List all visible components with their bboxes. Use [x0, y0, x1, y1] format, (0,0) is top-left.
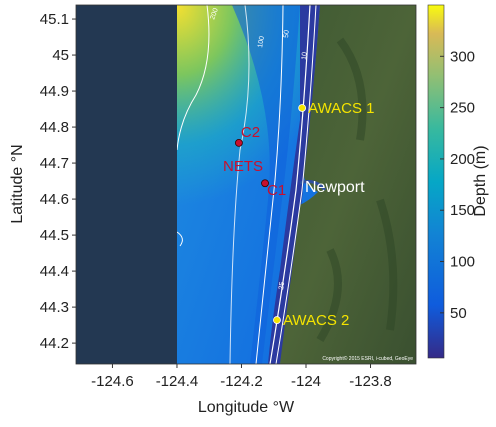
- colorbar-tick-label: 250: [450, 100, 475, 117]
- x-tick-label: -124.6: [91, 373, 134, 390]
- colorbar-tick-label: 50: [450, 305, 467, 322]
- x-tick-label: -124: [291, 373, 321, 390]
- colorbar: [428, 5, 444, 358]
- y-tick-label: 44.2: [40, 335, 69, 352]
- y-tick-label: 44.4: [40, 263, 69, 280]
- y-tick-label: 45: [52, 47, 69, 64]
- station-label: AWACS 2: [283, 312, 349, 329]
- y-tick-label: 45.1: [40, 11, 69, 28]
- contour-label: 10: [301, 52, 309, 60]
- colorbar-tick-label: 200: [450, 151, 475, 168]
- colorbar-tick-label: 150: [450, 202, 475, 219]
- y-tick-label: 44.8: [40, 119, 69, 136]
- contour-label: 50: [283, 30, 291, 38]
- y-tick-label: 44.5: [40, 227, 69, 244]
- station-label: C2: [241, 124, 260, 141]
- y-axis-label: Latitude °N: [9, 144, 26, 223]
- x-tick-label: -123.8: [349, 373, 392, 390]
- x-tick-label: -124.4: [156, 373, 199, 390]
- station-label: C1: [267, 182, 286, 199]
- station-label: NETS: [223, 158, 263, 175]
- station-marker: [273, 317, 280, 324]
- station-marker: [299, 104, 306, 111]
- station-label: AWACS 1: [308, 100, 374, 117]
- attribution: Copyright© 2015 ESRI, i-cubed, GeoEye: [322, 355, 413, 362]
- figure: Longitude °W Latitude °N Depth (m) Newpo…: [0, 0, 496, 422]
- contour-label: 25: [278, 281, 286, 290]
- y-tick-label: 44.6: [40, 191, 69, 208]
- y-tick-label: 44.7: [40, 155, 69, 172]
- colorbar-tick-label: 100: [450, 254, 475, 271]
- colorbar-tick-label: 300: [450, 48, 475, 65]
- map-layers: [76, 5, 416, 364]
- y-tick-label: 44.9: [40, 83, 69, 100]
- place-label: Newport: [305, 179, 365, 196]
- x-tick-label: -124.2: [220, 373, 263, 390]
- x-axis-label: Longitude °W: [198, 399, 295, 416]
- no-data: [76, 5, 177, 364]
- y-tick-label: 44.3: [40, 299, 69, 316]
